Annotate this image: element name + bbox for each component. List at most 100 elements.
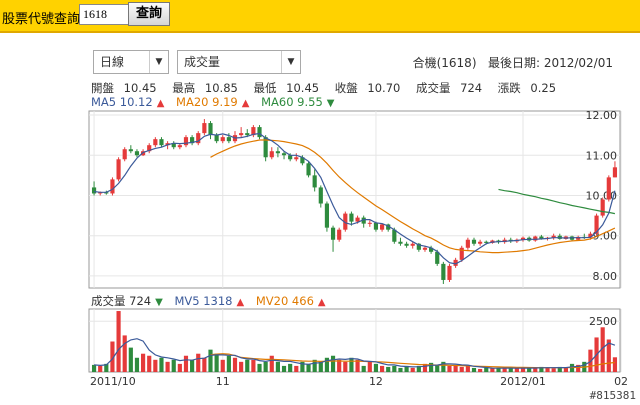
- indicator-select-value: 成交量: [184, 55, 221, 69]
- candle-body: [435, 251, 440, 264]
- candle-body: [183, 137, 189, 146]
- candle-body: [312, 175, 317, 188]
- volume-bar: [98, 365, 103, 372]
- candle-body: [520, 237, 526, 240]
- volume-bar: [465, 365, 470, 372]
- candle-body: [294, 157, 299, 160]
- volume-bar: [245, 359, 250, 372]
- volume-bar: [496, 367, 501, 372]
- volume-bar: [312, 359, 317, 372]
- candle-body: [379, 224, 385, 230]
- candle-body: [422, 247, 428, 250]
- candle-body: [190, 137, 195, 144]
- volume-bar: [214, 353, 219, 372]
- quote-low: 最低 10.45: [253, 81, 320, 95]
- candle-body: [330, 227, 336, 240]
- volume-tick-label: 2500: [589, 315, 617, 328]
- volume-bar: [600, 327, 605, 372]
- volume-bar: [533, 367, 538, 372]
- volume-bar: [306, 363, 311, 372]
- mv20-legend: MV20 466: [255, 294, 314, 308]
- candle-body: [588, 233, 593, 238]
- candle-body: [533, 236, 538, 241]
- candle-body: [373, 222, 379, 230]
- candle-body: [116, 159, 121, 180]
- candle-body: [196, 133, 201, 144]
- volume-bar: [527, 368, 532, 372]
- last-date-label: 最後日期:: [487, 56, 540, 70]
- x-tick-label: 11: [216, 375, 230, 388]
- candle-body: [386, 224, 391, 230]
- indicator-select[interactable]: 成交量 ▼: [177, 50, 301, 74]
- stock-query-label: 股票代號查詢: [2, 12, 81, 27]
- candle-body: [245, 133, 250, 136]
- candle-body: [128, 149, 133, 152]
- candle-body: [300, 157, 305, 164]
- ma60-legend: MA60 9.55: [261, 95, 323, 109]
- volume-bar: [355, 359, 360, 372]
- candle-body: [539, 236, 544, 239]
- candle-body: [465, 239, 470, 248]
- volume-bar: [557, 366, 562, 372]
- candle-body: [343, 213, 348, 230]
- stock-code-info: 合機(1618): [412, 56, 477, 70]
- down-triangle-icon: ▼: [326, 98, 335, 109]
- candle-body: [239, 133, 244, 136]
- volume-bar: [508, 367, 513, 372]
- candle-body: [263, 137, 268, 158]
- volume-bar: [576, 364, 581, 372]
- query-button[interactable]: 查詢: [128, 2, 170, 26]
- stock-code-input[interactable]: 1618: [79, 4, 129, 25]
- chevron-down-icon: ▼: [149, 51, 168, 73]
- candle-body: [447, 265, 452, 280]
- volume-bar: [300, 361, 305, 372]
- up-triangle-icon: ▲: [236, 297, 245, 308]
- volume-bar: [269, 355, 274, 372]
- candle-body: [355, 217, 360, 222]
- watermark: #815381: [589, 389, 636, 402]
- volume-bar: [484, 367, 489, 372]
- candle-body: [600, 199, 605, 216]
- volume-bar: [373, 363, 379, 372]
- quote-change: 漲跌 0.25: [497, 81, 557, 95]
- period-select-value: 日線: [100, 55, 125, 69]
- volume-bar: [392, 365, 397, 372]
- period-select[interactable]: 日線 ▼: [93, 50, 169, 74]
- volume-bar: [502, 368, 507, 372]
- volume-bar: [514, 368, 519, 372]
- candle-body: [367, 222, 372, 224]
- volume-bar: [177, 363, 182, 372]
- ma60-line: [498, 188, 616, 215]
- volume-bar: [386, 366, 391, 372]
- quote-close: 收盤 10.70: [334, 81, 401, 95]
- last-date: 2012/02/01: [543, 56, 613, 70]
- volume-bar: [288, 363, 293, 372]
- volume-bar: [226, 355, 231, 372]
- candle-body: [337, 229, 342, 240]
- candle-body: [471, 239, 477, 244]
- mv5-line: [94, 338, 616, 369]
- candle-body: [251, 127, 256, 136]
- candle-body: [281, 153, 287, 156]
- volume-bar: [471, 367, 477, 372]
- volume-bar: [239, 361, 244, 372]
- up-triangle-icon: ▲: [317, 297, 326, 308]
- volume-bar: [410, 367, 415, 372]
- volume-bar: [435, 364, 440, 372]
- volume-bar: [459, 366, 464, 372]
- volume-bar: [367, 361, 372, 372]
- candle-body: [110, 179, 115, 194]
- candle-body: [459, 247, 464, 260]
- candle-body: [392, 229, 397, 242]
- volume-bar: [153, 359, 158, 372]
- volume-bar: [183, 355, 189, 372]
- volume-legend: 成交量 724 ▼ MV5 1318 ▲ MV20 466 ▲: [91, 293, 334, 309]
- candle-body: [416, 243, 421, 250]
- volume-legend-value: 成交量 724: [91, 294, 152, 308]
- stock-info: 合機(1618) 最後日期: 2012/02/01: [413, 54, 613, 71]
- candle-body: [91, 187, 97, 194]
- volume-bar: [257, 363, 262, 372]
- candle-body: [208, 123, 213, 136]
- candle-body: [306, 163, 311, 176]
